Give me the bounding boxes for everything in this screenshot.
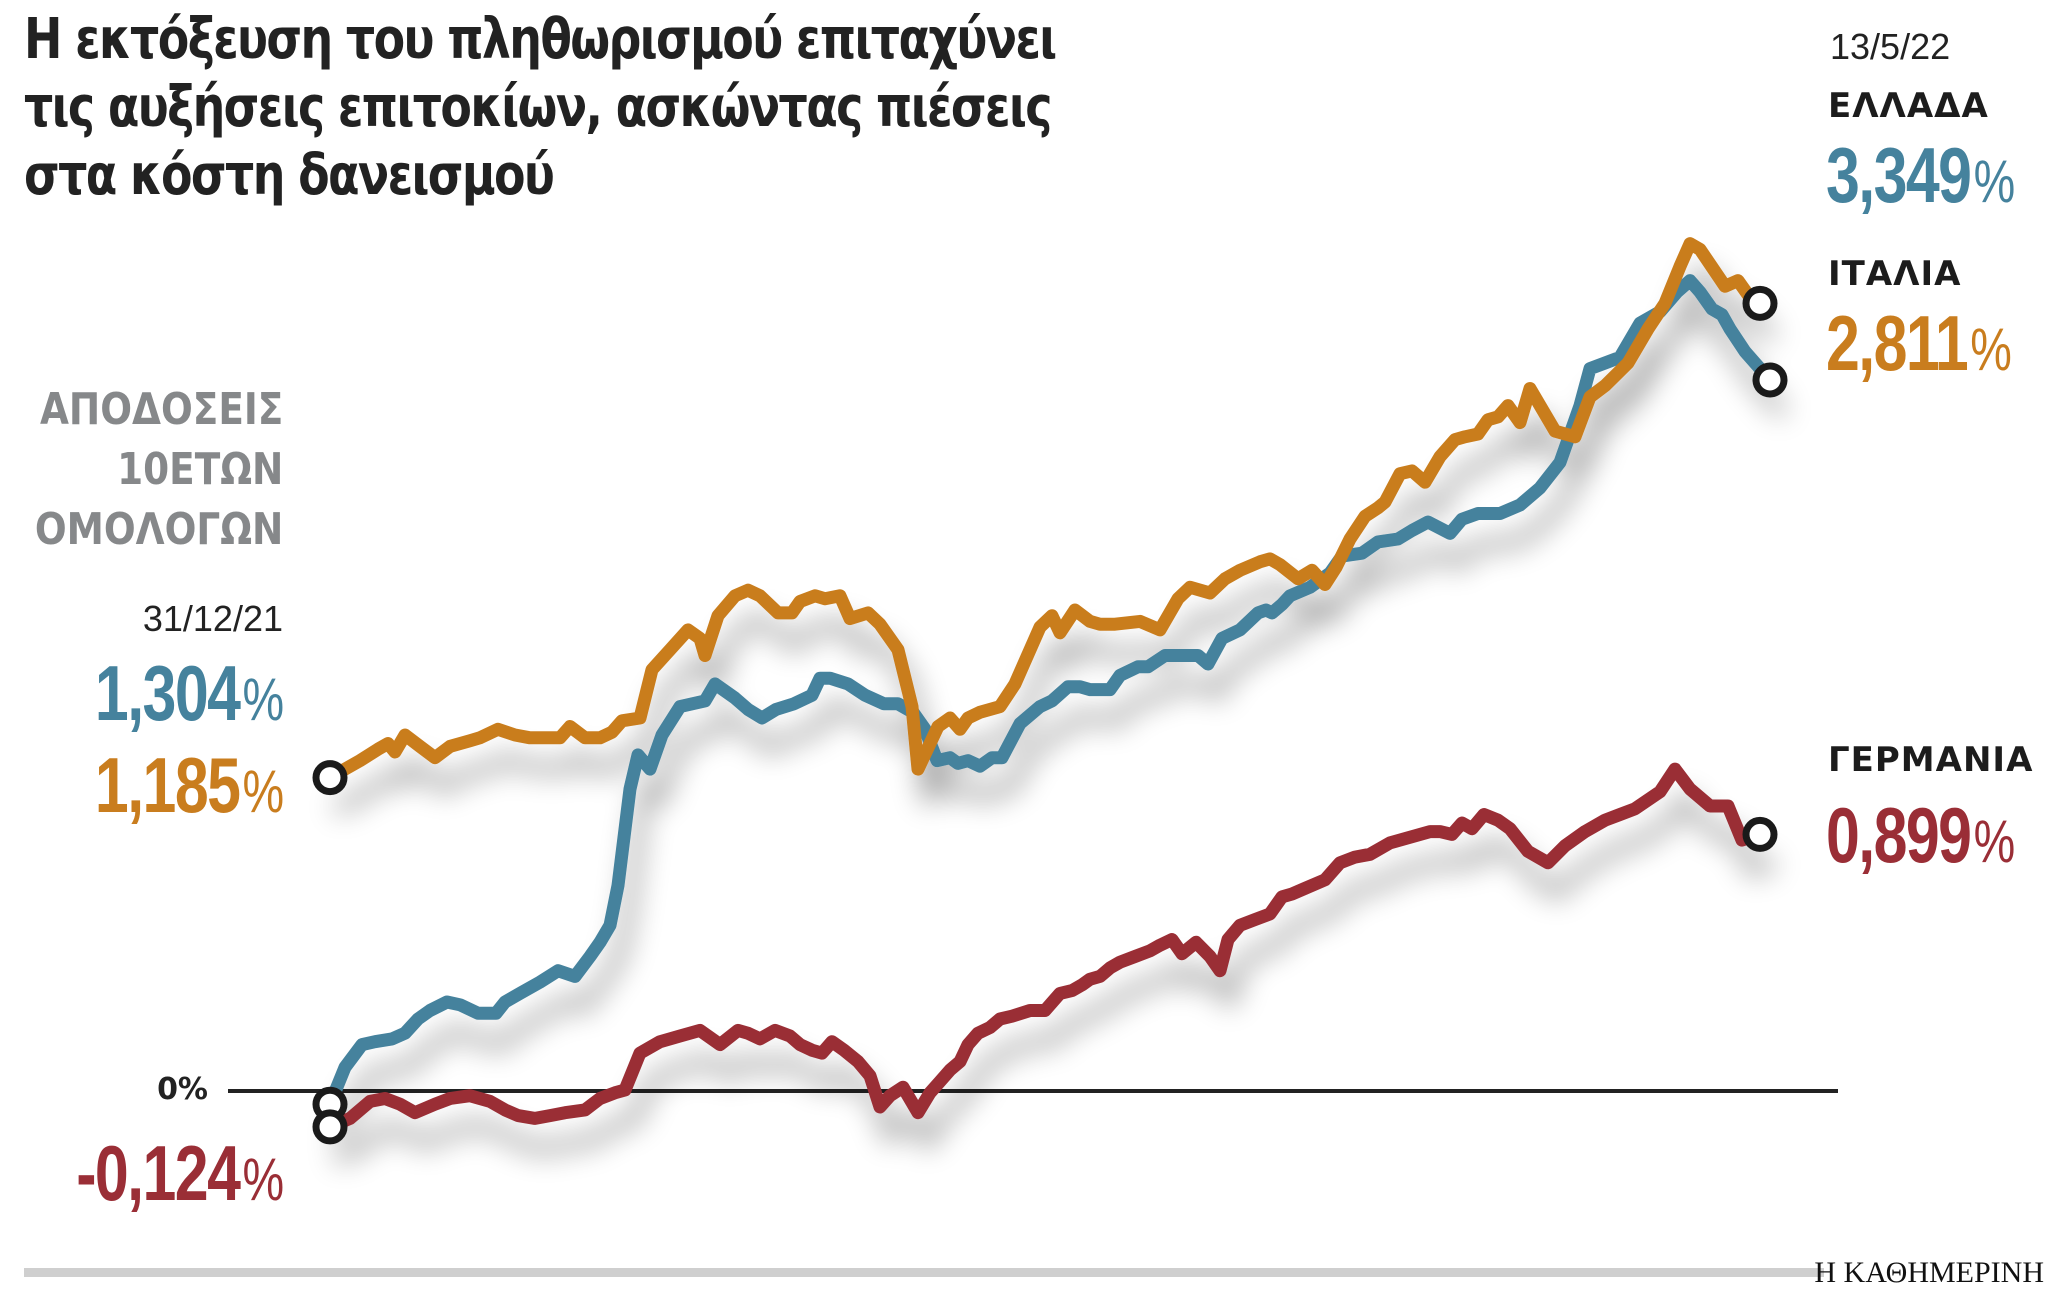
- endpoint-marker: [1742, 285, 1778, 321]
- italy-end-number: 2,811: [1826, 299, 1969, 387]
- germany-label: ΓΕΡΜΑΝΙΑ: [1828, 740, 2034, 780]
- start-date: 31/12/21: [142, 598, 283, 639]
- germany-start-value: -0,124%: [76, 1128, 285, 1219]
- germany-end-value: 0,899%: [1826, 790, 2016, 881]
- footer-bar: [24, 1268, 1824, 1277]
- series-line: [323, 237, 1767, 785]
- greece-label: ΕΛΛΑΔΑ: [1828, 86, 1989, 126]
- italy-label: ΙΤΑΛΙΑ: [1828, 254, 1962, 294]
- endpoint-marker: [312, 1109, 348, 1145]
- percent-sign: %: [242, 758, 285, 825]
- endpoint-marker: [312, 760, 348, 796]
- italy-start-value: 1,185%: [95, 740, 285, 831]
- greece-start-value: 1,304%: [95, 648, 285, 739]
- y-axis-label-line-1: ΑΠΟΔΟΣΕΙΣ: [39, 384, 283, 435]
- endpoint-marker: [1752, 362, 1788, 398]
- percent-sign: %: [1970, 316, 2012, 383]
- series-line: [323, 274, 1777, 1111]
- title-line-1: Η εκτόξευση του πληθωρισμού επιταχύνει: [24, 7, 1057, 72]
- y-axis-label: ΑΠΟΔΟΣΕΙΣ 10ΕΤΩΝ ΟΜΟΛΟΓΩΝ: [35, 380, 283, 560]
- percent-sign: %: [1973, 148, 2016, 215]
- end-date: 13/5/22: [1830, 26, 1951, 67]
- greece-end-number: 3,349: [1826, 131, 1972, 219]
- series-line: [323, 762, 1767, 1134]
- y-axis-label-line-3: ΟΜΟΛΟΓΩΝ: [34, 504, 283, 555]
- y-axis-label-line-2: 10ΕΤΩΝ: [116, 444, 283, 495]
- percent-sign: %: [242, 1146, 285, 1213]
- title-line-3: στα κόστη δανεισμού: [24, 143, 555, 208]
- italy-end-value: 2,811%: [1826, 298, 2012, 389]
- brand-logo: Η ΚΑΘΗΜΕΡΙΝΗ: [1814, 1256, 2044, 1289]
- italy-start-number: 1,185: [95, 741, 241, 829]
- percent-sign: %: [1973, 808, 2016, 875]
- percent-sign: %: [242, 666, 285, 733]
- title-line-2: τις αυξήσεις επιτοκίων, ασκώντας πιέσεις: [24, 75, 1052, 140]
- zero-axis-label: 0%: [157, 1072, 208, 1107]
- chart-title: Η εκτόξευση του πληθωρισμού επιταχύνει τ…: [24, 6, 1090, 210]
- greece-end-value: 3,349%: [1826, 130, 2016, 221]
- germany-start-number: -0,124: [76, 1129, 242, 1217]
- endpoint-marker: [1742, 816, 1778, 852]
- germany-end-number: 0,899: [1826, 791, 1972, 879]
- greece-start-number: 1,304: [95, 649, 241, 737]
